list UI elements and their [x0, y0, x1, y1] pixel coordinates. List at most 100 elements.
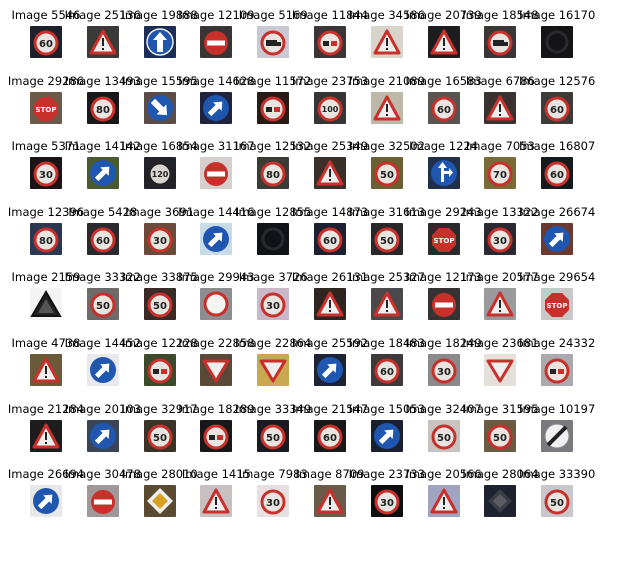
svg-text:80: 80 [39, 236, 53, 247]
image-caption: Image 29243 [405, 204, 482, 219]
image-tile: Image 28010 [121, 467, 198, 533]
image-caption: Image 1224 [409, 139, 479, 154]
image-caption: Image 13493 [64, 73, 141, 88]
image-tile: Image 19888 [121, 8, 198, 74]
traffic-sign-thumbnail: 50 [541, 485, 574, 518]
image-caption: Image 33875 [121, 270, 198, 285]
image-tile: Image 12855 [235, 205, 311, 271]
image-tile: Image 33349 50 [235, 402, 311, 468]
image-tile: Image 11572 [235, 74, 311, 140]
image-caption: Image 33349 [235, 401, 312, 416]
traffic-sign-thumbnail: 80 [86, 91, 119, 124]
image-caption: Image 22858 [178, 336, 255, 350]
traffic-sign-thumbnail: 30 [427, 354, 460, 386]
image-tile: Image 16170 [519, 8, 595, 74]
image-tile: Image 12228 [121, 336, 198, 402]
traffic-sign-thumbnail [541, 26, 574, 58]
image-caption: Image 26694 [7, 467, 85, 482]
svg-text:60: 60 [39, 39, 53, 50]
image-caption: Image 5169 [238, 8, 308, 22]
svg-text:60: 60 [380, 367, 394, 378]
image-tile: Image 3726 30 [239, 270, 308, 336]
traffic-sign-thumbnail: 120 [143, 157, 176, 190]
image-caption: Image 12109 [178, 8, 255, 22]
traffic-sign-thumbnail [314, 26, 346, 58]
traffic-sign-thumbnail [257, 354, 290, 386]
image-caption: Image 11844 [291, 8, 369, 22]
image-caption: Image 21547 [291, 401, 369, 416]
image-caption: Image 12576 [519, 73, 596, 88]
image-tile: Image 21089 [349, 74, 425, 140]
image-tile: Image 12576 60 [519, 74, 595, 140]
image-tile: Image 26131 [292, 270, 368, 336]
image-tile: Image 23681 [462, 336, 539, 402]
traffic-sign-thumbnail: 50 [86, 288, 119, 321]
image-tile: Image 14142 [65, 139, 141, 205]
image-caption: Image 29654 [519, 270, 596, 285]
traffic-sign-thumbnail [370, 91, 403, 124]
traffic-sign-thumbnail: 60 [314, 419, 346, 452]
image-caption: Image 34586 [348, 8, 425, 22]
traffic-sign-thumbnail: 80 [257, 157, 290, 190]
image-tile: Image 6786 [466, 74, 535, 140]
image-caption: Image 18289 [178, 401, 255, 416]
image-caption: Image 33390 [519, 467, 596, 482]
traffic-sign-thumbnail [370, 288, 403, 321]
traffic-sign-thumbnail: 30 [257, 288, 290, 321]
image-tile: Image 29286 STOP [8, 74, 84, 140]
image-tile: Image 26694 [8, 467, 84, 533]
traffic-sign-thumbnail: 50 [143, 419, 176, 452]
image-tile: Image 1224 [409, 139, 478, 205]
image-tile: Image 13493 80 [65, 74, 141, 140]
image-tile: Image 18548 [462, 8, 539, 74]
image-caption: Image 15053 [348, 401, 425, 416]
image-caption: Image 26674 [519, 204, 596, 219]
svg-text:60: 60 [323, 433, 337, 444]
image-tile: Image 7983 30 [239, 467, 308, 533]
traffic-sign-thumbnail: 60 [427, 91, 460, 124]
image-tile: Image 24332 [519, 336, 595, 402]
traffic-sign-thumbnail: 60 [314, 222, 346, 255]
traffic-sign-thumbnail [541, 419, 574, 452]
image-tile: Image 23733 30 [349, 467, 425, 533]
traffic-sign-thumbnail: 60 [541, 157, 574, 190]
image-caption: Image 16170 [519, 8, 596, 22]
image-tile: Image 32407 50 [405, 402, 482, 468]
image-caption: Image 8709 [295, 467, 365, 482]
traffic-sign-thumbnail: STOP [30, 91, 62, 124]
image-tile: Image 14873 60 [292, 205, 368, 271]
svg-text:80: 80 [266, 170, 280, 181]
image-tile: Image 20566 [405, 467, 482, 533]
image-caption: Image 20739 [405, 8, 482, 22]
traffic-sign-thumbnail [86, 419, 119, 452]
image-caption: Image 5371 [11, 139, 81, 154]
image-caption: Image 12855 [235, 204, 312, 219]
svg-text:70: 70 [493, 170, 507, 181]
traffic-sign-thumbnail [427, 26, 460, 58]
image-caption: Image 22864 [235, 336, 312, 350]
image-caption: Image 29286 [7, 73, 85, 88]
image-tile: Image 31595 50 [462, 402, 539, 468]
traffic-sign-thumbnail: 30 [257, 485, 290, 518]
image-caption: Image 29943 [178, 270, 255, 285]
image-tile: Image 31167 [178, 139, 255, 205]
image-caption: Image 5428 [68, 204, 138, 219]
image-caption: Image 23753 [291, 73, 369, 88]
image-tile: Image 25327 [349, 270, 425, 336]
image-tile: Image 20103 [65, 402, 141, 468]
image-tile: Image 16854 120 [121, 139, 198, 205]
image-tile: Image 25349 [292, 139, 368, 205]
image-tile: Image 7053 70 [466, 139, 535, 205]
svg-text:100: 100 [322, 105, 339, 114]
traffic-sign-thumbnail [541, 222, 574, 255]
traffic-sign-thumbnail: 50 [257, 419, 290, 452]
image-tile: Image 12532 80 [235, 139, 311, 205]
traffic-sign-thumbnail [314, 354, 346, 386]
image-tile: Image 11844 [292, 8, 368, 74]
traffic-sign-thumbnail: 80 [30, 222, 62, 255]
traffic-sign-thumbnail [314, 485, 346, 518]
image-tile: Image 25592 [292, 336, 368, 402]
image-tile: Image 4738 [12, 336, 80, 402]
traffic-sign-thumbnail [314, 157, 346, 190]
